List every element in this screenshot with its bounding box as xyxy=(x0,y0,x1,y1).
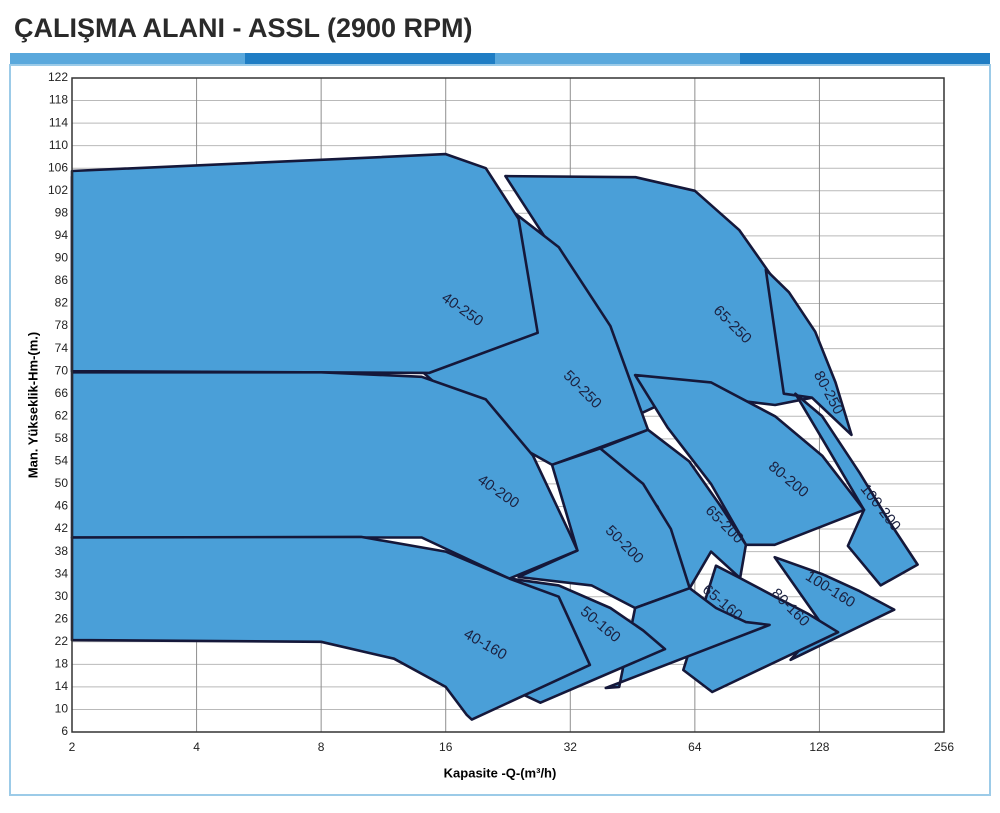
x-tick-label: 128 xyxy=(809,740,829,754)
y-tick-label: 94 xyxy=(55,228,69,242)
header-stripe xyxy=(10,53,245,65)
header-stripe xyxy=(740,53,990,65)
y-tick-label: 46 xyxy=(55,499,69,513)
y-tick-label: 22 xyxy=(55,634,69,648)
x-tick-label: 8 xyxy=(318,740,325,754)
header-stripe xyxy=(245,53,495,65)
y-tick-label: 110 xyxy=(49,138,68,152)
frame xyxy=(9,64,991,796)
y-tick-label: 58 xyxy=(55,431,69,445)
y-tick-label: 66 xyxy=(55,386,69,400)
regions xyxy=(70,152,919,721)
y-tick-label: 62 xyxy=(55,408,69,422)
y-tick-label: 82 xyxy=(55,296,69,310)
x-tick-label: 32 xyxy=(564,740,578,754)
region xyxy=(70,152,540,375)
x-tick-label: 64 xyxy=(688,740,702,754)
y-tick-label: 90 xyxy=(55,251,69,265)
y-tick-label: 74 xyxy=(55,341,69,355)
y-tick-label: 78 xyxy=(55,318,69,332)
y-tick-label: 122 xyxy=(48,70,68,84)
y-tick-label: 30 xyxy=(55,589,69,603)
y-tick-label: 42 xyxy=(55,521,69,535)
y-tick-label: 54 xyxy=(55,454,69,468)
y-tick-label: 38 xyxy=(55,544,69,558)
x-tick-label: 4 xyxy=(193,740,200,754)
y-tick-label: 86 xyxy=(55,273,69,287)
region xyxy=(764,268,853,437)
chart-title: ÇALIŞMA ALANI - ASSL (2900 RPM) xyxy=(14,13,473,43)
y-tick-label: 114 xyxy=(49,115,68,129)
x-tick-label: 16 xyxy=(439,740,453,754)
y-tick-label: 102 xyxy=(48,183,68,197)
x-tick-label: 256 xyxy=(934,740,954,754)
y-tick-label: 106 xyxy=(48,160,68,174)
y-axis-label: Man. Yükseklik-Hm-(m.) xyxy=(25,332,40,478)
y-tick-label: 26 xyxy=(55,611,69,625)
x-tick-label: 2 xyxy=(69,740,76,754)
y-tick-label: 50 xyxy=(55,476,69,490)
y-tick-label: 18 xyxy=(55,657,69,671)
y-tick-label: 14 xyxy=(55,679,69,693)
region xyxy=(633,373,866,547)
x-axis-label: Kapasite -Q-(m³/h) xyxy=(444,765,557,780)
y-tick-label: 70 xyxy=(55,363,69,377)
y-tick-label: 6 xyxy=(61,724,68,738)
y-tick-label: 98 xyxy=(55,205,69,219)
region xyxy=(604,586,771,690)
y-tick-label: 10 xyxy=(55,702,69,716)
plot-border xyxy=(71,77,945,733)
region xyxy=(794,392,919,587)
header-stripe xyxy=(495,53,740,65)
y-tick-label: 118 xyxy=(49,93,68,107)
region xyxy=(70,535,592,721)
y-tick-label: 34 xyxy=(55,566,69,580)
